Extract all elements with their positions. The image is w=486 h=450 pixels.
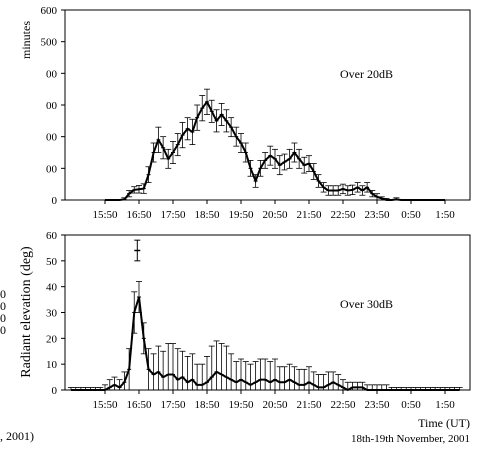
ylabel: Radiant elevation (deg) (19, 246, 34, 378)
annotation: Over 20dB (340, 67, 393, 81)
margin-zero: 0 (0, 287, 6, 301)
x-tick-label: 20:50 (262, 209, 288, 221)
date-caption: 18th-19th November, 2001 (351, 433, 470, 445)
plot-frame (64, 9, 471, 201)
y-tick-label: 40 (46, 282, 58, 294)
y-tick-label: 00 (46, 132, 58, 144)
x-tick-label: 18:50 (194, 399, 220, 411)
ylabel-fragment: minutes (19, 21, 33, 59)
series (68, 239, 463, 392)
y-tick-label: 00 (46, 100, 58, 112)
y-tick-label: 60 (46, 230, 58, 242)
margin-caption: , 2001) (0, 429, 34, 443)
x-tick-label: 17:50 (160, 209, 186, 221)
y-tick-label: 0 (52, 195, 58, 207)
annotation: Over 30dB (340, 297, 393, 311)
x-tick-label: 22:50 (330, 209, 356, 221)
plot-frame (64, 234, 471, 391)
y-tick-label: 00 (46, 163, 58, 175)
x-tick-label: 23:50 (364, 209, 390, 221)
x-ticks: 15:50 16:50 17:50 18:50 19:50 20:50 21:50 22:50… (92, 390, 455, 411)
margin-zero: 0 (0, 323, 6, 337)
x-tick-label: 15:50 (92, 399, 118, 411)
x-tick-label: 0:50 (401, 209, 421, 221)
x-tick-label: 1:50 (435, 399, 455, 411)
x-tick-label: 18:50 (194, 209, 220, 221)
y-tick-label: 500 (41, 37, 58, 49)
series (103, 88, 447, 201)
y-tick-label: 0 (52, 385, 58, 397)
xlabel: Time (UT) (418, 416, 470, 430)
y-tick-label: 00 (46, 68, 58, 80)
chart-over-30db: Radiant elevation (deg) 60 50 40 30 20 10 0 15… (19, 230, 471, 445)
margin-zero: 0 (0, 299, 6, 313)
x-tick-label: 23:50 (364, 399, 390, 411)
x-tick-label: 16:50 (126, 399, 152, 411)
x-tick-label: 17:50 (160, 399, 186, 411)
y-tick-label: 20 (46, 333, 58, 345)
x-tick-label: 19:50 (228, 399, 254, 411)
y-tick-label: 50 (46, 256, 58, 268)
x-tick-label: 19:50 (228, 209, 254, 221)
x-tick-label: 21:50 (296, 399, 322, 411)
y-tick-label: 10 (46, 359, 58, 371)
x-tick-label: 20:50 (262, 399, 288, 411)
x-tick-label: 0:50 (401, 399, 421, 411)
x-tick-label: 1:50 (435, 209, 455, 221)
y-tick-label: 30 (46, 308, 58, 320)
margin-zero: 0 (0, 311, 6, 325)
x-tick-label: 22:50 (330, 399, 356, 411)
x-ticks: 15:50 16:50 17:50 18:50 19:50 20:50 21:50 22:50… (92, 200, 455, 221)
y-tick-label: 600 (41, 5, 58, 17)
y-ticks: 60 50 40 30 20 10 0 (46, 230, 65, 397)
x-tick-label: 21:50 (296, 209, 322, 221)
x-tick-label: 16:50 (126, 209, 152, 221)
x-tick-label: 15:50 (92, 209, 118, 221)
